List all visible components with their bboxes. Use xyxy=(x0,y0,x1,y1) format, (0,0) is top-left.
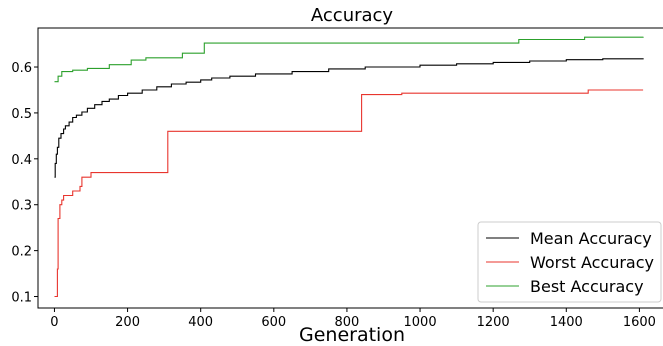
legend-box xyxy=(477,221,662,303)
x-tick-label: 1200 xyxy=(477,315,510,330)
x-tick-label: 1600 xyxy=(623,315,656,330)
x-tick-label: 200 xyxy=(115,315,140,330)
y-tick-label: 0.2 xyxy=(11,245,32,260)
y-tick-label: 0.5 xyxy=(11,107,32,122)
plot-frame xyxy=(37,27,663,309)
series-line-worst-accuracy xyxy=(54,89,644,298)
x-tick-label: 0 xyxy=(50,315,58,330)
chart-title: Accuracy xyxy=(311,5,394,26)
y-tick-label: 0.1 xyxy=(11,291,32,306)
plot-area xyxy=(54,36,644,298)
x-tick-label: 600 xyxy=(261,315,286,330)
y-tick-label: 0.6 xyxy=(11,61,32,76)
series-line-best-accuracy xyxy=(54,36,644,83)
x-tick-label: 1400 xyxy=(550,315,583,330)
legend-label-best-accuracy: Best Accuracy xyxy=(530,277,644,296)
legend-label-mean-accuracy: Mean Accuracy xyxy=(530,229,652,248)
y-tick-label: 0.3 xyxy=(11,199,32,214)
y-axis-ticks: 0.1 0.2 0.3 0.4 0.5 0.6 xyxy=(11,61,38,306)
series-line-mean-accuracy xyxy=(54,58,644,178)
x-tick-label: 800 xyxy=(335,315,360,330)
y-tick-label: 0.4 xyxy=(11,153,32,168)
x-tick-label: 1000 xyxy=(404,315,437,330)
x-axis-ticks: 0 200 400 600 800 1000 1200 1400 1600 xyxy=(50,308,656,330)
x-tick-label: 400 xyxy=(188,315,213,330)
legend: Mean Accuracy Worst Accuracy Best Accura… xyxy=(477,221,662,303)
legend-label-worst-accuracy: Worst Accuracy xyxy=(530,253,654,272)
x-axis-title: Generation xyxy=(299,324,405,346)
